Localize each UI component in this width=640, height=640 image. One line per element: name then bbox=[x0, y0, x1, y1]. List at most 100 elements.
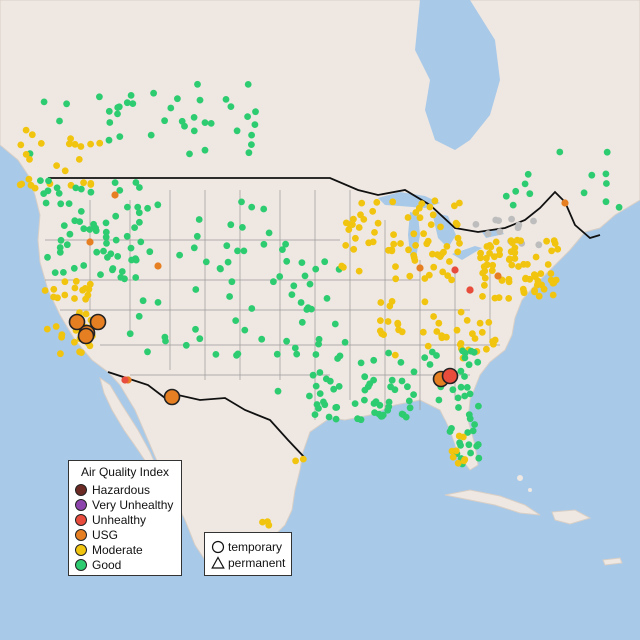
good-monitor bbox=[410, 391, 417, 398]
moderate-monitor bbox=[18, 180, 26, 188]
good-monitor bbox=[118, 268, 126, 275]
good-monitor bbox=[526, 190, 534, 198]
good-monitor bbox=[96, 93, 103, 101]
good-monitor bbox=[406, 404, 414, 412]
good-monitor bbox=[336, 352, 344, 360]
good-monitor bbox=[234, 247, 241, 255]
good-monitor bbox=[361, 373, 369, 381]
good-monitor bbox=[603, 148, 611, 156]
good-monitor bbox=[351, 400, 359, 407]
good-monitor bbox=[63, 241, 71, 249]
moderate-monitor bbox=[338, 262, 346, 270]
good-monitor bbox=[129, 100, 137, 107]
good-monitor bbox=[404, 383, 411, 391]
good-monitor bbox=[512, 187, 520, 195]
moderate-monitor bbox=[492, 238, 500, 246]
moderate-monitor bbox=[524, 261, 531, 268]
usg-monitor bbox=[154, 262, 162, 270]
good-monitor bbox=[457, 367, 465, 375]
moderate-monitor bbox=[429, 250, 436, 258]
moderate-monitor bbox=[355, 224, 363, 231]
good-monitor bbox=[378, 412, 386, 420]
moderate-monitor bbox=[420, 230, 427, 238]
usg-monitor bbox=[561, 199, 569, 207]
hudson-bay bbox=[415, 0, 500, 150]
no-data-monitor bbox=[508, 215, 515, 223]
good-monitor bbox=[335, 383, 343, 390]
gulf-of-mexico bbox=[308, 410, 455, 482]
moderate-swatch bbox=[75, 544, 87, 556]
good-monitor bbox=[196, 335, 204, 343]
moderate-monitor bbox=[433, 328, 441, 335]
good-monitor bbox=[588, 171, 596, 179]
good-monitor bbox=[71, 217, 79, 225]
land-hispaniola bbox=[551, 509, 592, 525]
good-monitor bbox=[201, 119, 209, 126]
moderate-monitor bbox=[456, 341, 464, 348]
moderate-monitor bbox=[436, 253, 444, 260]
good-monitor bbox=[461, 392, 469, 400]
good-monitor bbox=[397, 359, 405, 366]
moderate-monitor bbox=[548, 247, 555, 255]
moderate-monitor bbox=[31, 184, 39, 192]
good-monitor bbox=[475, 454, 483, 462]
good-monitor bbox=[293, 350, 301, 358]
good-monitor bbox=[86, 226, 94, 233]
good-monitor bbox=[306, 392, 313, 400]
moderate-monitor bbox=[452, 447, 460, 455]
moderate-monitor bbox=[430, 263, 438, 271]
moderate-monitor bbox=[477, 249, 484, 257]
moderate-monitor bbox=[505, 256, 513, 263]
legend-item-usg: USG bbox=[75, 528, 118, 542]
usg-monitor bbox=[86, 238, 94, 246]
moderate-monitor bbox=[350, 215, 357, 223]
good-monitor bbox=[127, 244, 135, 252]
good-monitor bbox=[456, 439, 463, 447]
good-monitor bbox=[316, 390, 324, 397]
moderate-monitor bbox=[17, 141, 25, 149]
good-monitor bbox=[167, 104, 175, 112]
good-monitor bbox=[97, 271, 104, 278]
good-monitor bbox=[274, 387, 282, 395]
good-monitor bbox=[161, 117, 169, 125]
good-monitor bbox=[248, 141, 255, 149]
good-monitor bbox=[126, 330, 134, 338]
moderate-monitor bbox=[547, 270, 555, 277]
good-monitor bbox=[387, 383, 394, 391]
good-monitor bbox=[405, 397, 413, 405]
good-monitor bbox=[357, 416, 365, 424]
moderate-monitor bbox=[540, 285, 548, 293]
temporary-label: temporary bbox=[228, 540, 283, 554]
moderate-monitor bbox=[491, 294, 499, 302]
moderate-monitor bbox=[377, 299, 385, 306]
moderate-monitor bbox=[454, 248, 462, 256]
good-monitor bbox=[244, 81, 252, 88]
good-monitor bbox=[615, 203, 623, 211]
good-monitor bbox=[80, 262, 88, 269]
good-monitor bbox=[471, 421, 478, 428]
good-monitor bbox=[370, 376, 377, 384]
good-monitor bbox=[195, 216, 203, 223]
moderate-monitor bbox=[410, 230, 418, 238]
moderate-monitor bbox=[451, 202, 458, 210]
moderate-monitor bbox=[439, 268, 447, 276]
moderate-monitor bbox=[457, 308, 465, 316]
good-monitor bbox=[216, 265, 224, 272]
triangle-icon bbox=[211, 556, 225, 569]
moderate-monitor bbox=[508, 261, 516, 269]
good-monitor bbox=[224, 258, 232, 266]
good-monitor bbox=[283, 257, 291, 265]
good-monitor bbox=[298, 318, 306, 326]
good-monitor bbox=[212, 351, 220, 358]
good-monitor bbox=[421, 354, 429, 361]
moderate-monitor bbox=[371, 229, 378, 236]
moderate-monitor bbox=[483, 345, 490, 353]
good-monitor bbox=[139, 297, 147, 305]
legend-label: Moderate bbox=[92, 543, 143, 557]
usg-monitor bbox=[494, 272, 502, 280]
moderate-monitor bbox=[446, 258, 453, 265]
moderate-monitor bbox=[543, 237, 550, 245]
moderate-monitor bbox=[537, 270, 545, 277]
good-monitor bbox=[112, 236, 120, 244]
good-monitor bbox=[116, 133, 124, 141]
